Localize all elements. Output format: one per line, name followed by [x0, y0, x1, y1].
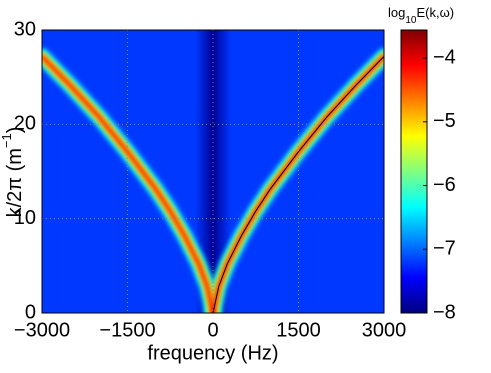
ridge	[42, 54, 215, 313]
cbar-label-end: E(k,ω)	[416, 5, 454, 20]
colorbar	[400, 29, 428, 314]
colorbar-tick-label: −5	[433, 110, 456, 132]
y-label-sup: −1	[0, 133, 14, 148]
x-tick-label: −3000	[14, 319, 70, 341]
y-label-end: )	[4, 127, 26, 134]
colorbar-label: log10E(k,ω)	[388, 5, 454, 25]
colorbar-tick-label: −4	[433, 46, 456, 68]
cbar-label-text: log	[388, 5, 405, 20]
x-tick-label: −1500	[99, 319, 155, 341]
y-axis-label: k/2π (m−1)	[0, 127, 26, 218]
y-tick-label: 10	[14, 207, 36, 229]
x-axis-label: frequency (Hz)	[147, 342, 278, 364]
cbar-label-sub: 10	[405, 15, 417, 26]
colorbar-tick-label: −6	[433, 174, 456, 196]
x-tick-label: 0	[207, 319, 218, 341]
y-tick-label: 0	[25, 301, 36, 323]
x-tick-label: 3000	[362, 319, 407, 341]
colorbar-tick-label: −7	[433, 238, 456, 260]
colorbar-tick-label: −8	[433, 301, 456, 323]
plot-frame	[41, 29, 385, 314]
dispersion-line	[212, 56, 384, 313]
y-label-text: k/2π (m	[4, 148, 26, 217]
y-tick-label: 20	[14, 113, 36, 135]
x-tick-label: 1500	[276, 319, 321, 341]
y-tick-label: 30	[14, 18, 36, 40]
heatmap	[42, 30, 384, 313]
